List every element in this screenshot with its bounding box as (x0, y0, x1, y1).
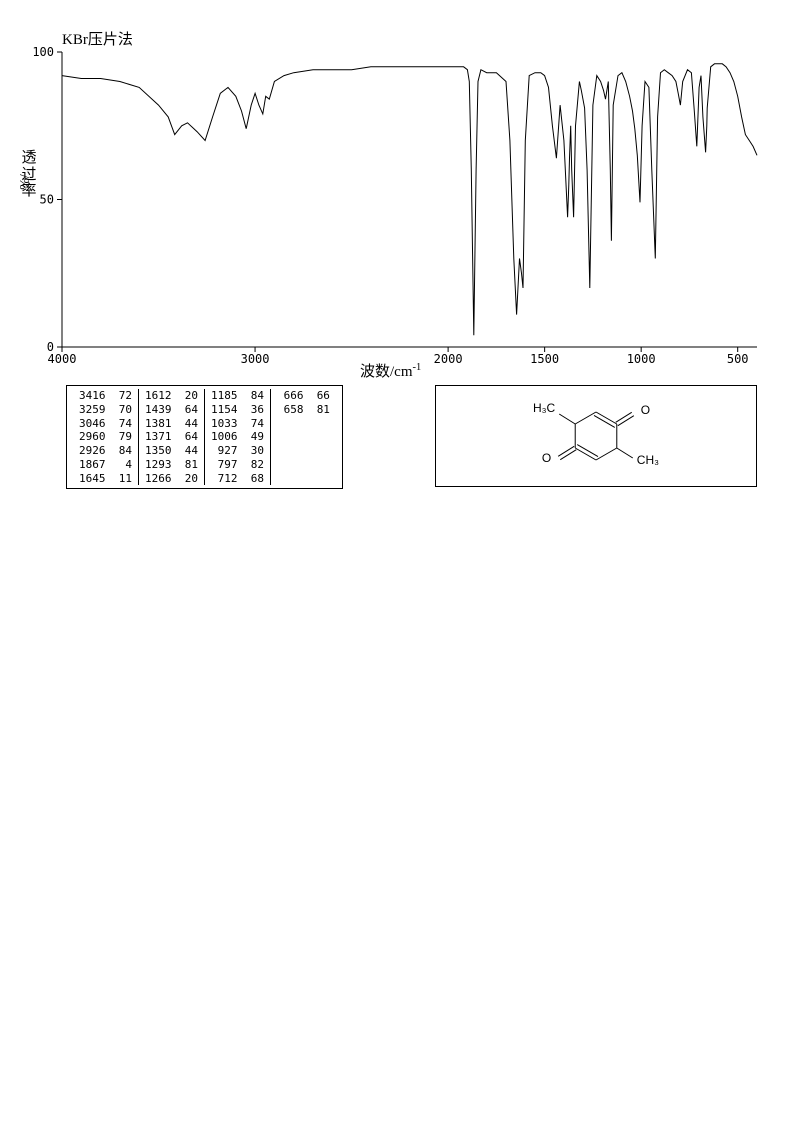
svg-text:2000: 2000 (434, 352, 463, 366)
svg-text:4000: 4000 (48, 352, 77, 366)
y-axis-unit: %/ (18, 162, 33, 202)
svg-text:O: O (542, 451, 551, 465)
svg-text:500: 500 (727, 352, 749, 366)
molecule-svg: O O H₃C CH₃ (436, 386, 756, 486)
molecule-structure-box: O O H₃C CH₃ (435, 385, 757, 487)
ir-spectrum-chart: 05010040003000200015001000500 (0, 0, 794, 385)
svg-text:1000: 1000 (627, 352, 656, 366)
svg-text:1500: 1500 (530, 352, 559, 366)
chart-svg: 05010040003000200015001000500 (0, 0, 794, 380)
svg-text:50: 50 (40, 193, 54, 207)
svg-text:H₃C: H₃C (533, 401, 556, 415)
peak-data-table: 3416 723259 703046 742960 792926 841867 … (66, 385, 343, 489)
svg-text:CH₃: CH₃ (637, 453, 659, 467)
x-axis-label: 波数/cm-1 (360, 360, 421, 381)
svg-text:100: 100 (32, 45, 54, 59)
svg-text:3000: 3000 (241, 352, 270, 366)
svg-text:O: O (641, 403, 650, 417)
